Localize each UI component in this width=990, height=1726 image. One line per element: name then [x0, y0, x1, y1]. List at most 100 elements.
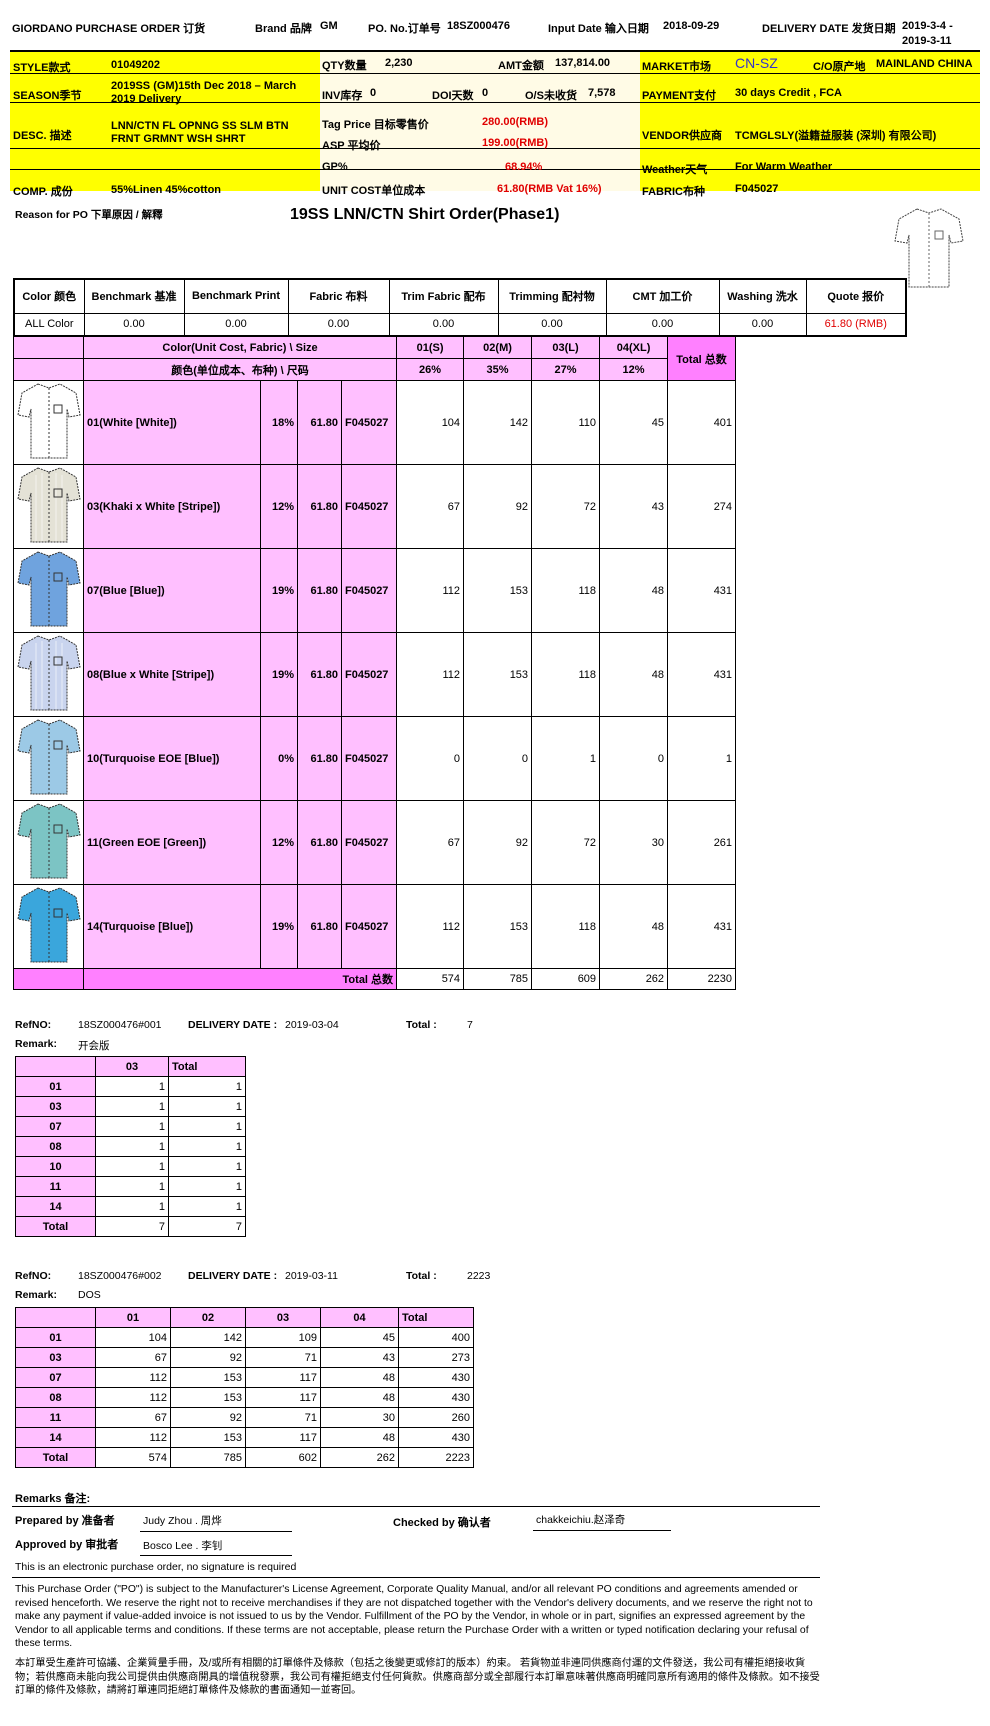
- shirt-swatch-icon: [16, 635, 81, 711]
- total-cell: 574: [396, 968, 465, 990]
- qty-cell: 0: [599, 716, 669, 801]
- cost-header: Fabric 布料: [287, 278, 390, 314]
- total-header: Total 总数: [667, 336, 737, 381]
- cost-header: Benchmark Print: [183, 278, 289, 314]
- asp-label: ASP 平均价: [322, 140, 381, 152]
- cost-cell: ALL Color: [13, 312, 85, 337]
- season-label: SEASON季节: [13, 90, 82, 102]
- shirt-swatch-icon: [16, 467, 81, 543]
- qty-cell: 117: [245, 1427, 321, 1448]
- qty-cell: 48: [320, 1387, 399, 1408]
- size-header: 02(M): [463, 336, 533, 359]
- payment-value: 30 days Credit , FCA: [735, 87, 842, 99]
- style-value: 01049202: [111, 59, 160, 71]
- qty-cell: 153: [170, 1367, 246, 1388]
- color-code: 14: [15, 1427, 96, 1448]
- remarks-label: Remarks 备注:: [15, 1493, 91, 1505]
- color-ratio: 19%: [260, 548, 298, 633]
- shirt-image-cell: [13, 884, 84, 969]
- size-ratio: 35%: [463, 358, 533, 381]
- qty-cell: 260: [398, 1407, 474, 1428]
- qty-cell: 1: [168, 1156, 246, 1177]
- color-ratio: 19%: [260, 632, 298, 717]
- qty-cell: 48: [599, 632, 669, 717]
- refno-value: 18SZ000476#002: [78, 1270, 162, 1282]
- row-total: 431: [667, 548, 737, 633]
- cost-cell: 0.00: [497, 312, 607, 337]
- table-row: 07 112 153 117 48 430: [15, 1367, 474, 1388]
- delivery-total-label: Total :: [406, 1270, 437, 1282]
- desc-label: DESC. 描述: [13, 130, 72, 142]
- fabric-code: F045027: [340, 380, 398, 465]
- comp-value: 55%Linen 45%cotton: [111, 184, 222, 196]
- cost-header: CMT 加工价: [605, 278, 720, 314]
- brand-label: Brand 品牌: [255, 23, 312, 35]
- color-code: 10: [15, 1156, 96, 1177]
- shirt-swatch-icon: [16, 551, 81, 627]
- color-header-zh: 颜色(单位成本、布种) \ 尺码: [82, 358, 398, 381]
- qty-cell: 273: [398, 1347, 474, 1368]
- table-row: 01 1 1: [15, 1076, 246, 1097]
- color-code: 03: [15, 1096, 96, 1117]
- table-row: 14 112 153 117 48 430: [15, 1427, 474, 1448]
- co-value: MAINLAND CHINA: [876, 58, 973, 70]
- table-row: 08(Blue x White [Stripe]) 19% 61.80 F045027…: [13, 632, 737, 717]
- color-code: 11: [15, 1176, 96, 1197]
- cost-cell: 0.00: [718, 312, 807, 337]
- tag-price-value: 280.00(RMB): [482, 116, 549, 128]
- delivery-header: [15, 1307, 96, 1328]
- fabric-code: F045027: [340, 884, 398, 969]
- qty-cell: 153: [463, 548, 533, 633]
- shirt-image-cell: [13, 800, 84, 885]
- gp-label: GP%: [322, 161, 348, 173]
- shirt-image-cell: [13, 464, 84, 549]
- amt-label: AMT金额: [498, 60, 544, 72]
- qty-cell: 0: [396, 716, 465, 801]
- co-label: C/O原产地: [813, 61, 866, 73]
- brand-value: GM: [320, 20, 338, 32]
- cost-cell: 61.80 (RMB): [805, 312, 907, 337]
- market-label: MARKET市场: [642, 61, 712, 73]
- po-title: GIORDANO PURCHASE ORDER 订货: [12, 23, 206, 35]
- qty-cell: 43: [599, 464, 669, 549]
- shirt-swatch-icon: [16, 887, 81, 963]
- unit-cost: 61.80: [297, 800, 342, 885]
- image-header: [13, 336, 84, 359]
- qty-cell: 109: [245, 1327, 321, 1348]
- cost-header: Color 颜色: [13, 278, 85, 314]
- qty-cell: 30: [599, 800, 669, 885]
- row-total: 431: [667, 632, 737, 717]
- color-name: 11(Green EOE [Green]): [83, 800, 261, 885]
- qty-cell: 48: [320, 1427, 399, 1448]
- qty-cell: 1: [95, 1116, 169, 1137]
- qty-cell: 574: [95, 1447, 171, 1468]
- delivery-total-value: 7: [467, 1019, 473, 1031]
- order-title: 19SS LNN/CTN Shirt Order(Phase1): [290, 206, 560, 223]
- color-code: 11: [15, 1407, 96, 1428]
- shirt-image-cell: [13, 380, 84, 465]
- color-ratio: 0%: [260, 716, 298, 801]
- table-row: 11(Green EOE [Green]) 12% 61.80 F045027 67 92…: [13, 800, 737, 885]
- qty-cell: 67: [95, 1407, 171, 1428]
- delivery-date-end: 2019-3-11: [902, 35, 952, 47]
- delivery-date-start: 2019-3-4 -: [902, 20, 953, 32]
- delivery-header: 01: [95, 1307, 171, 1328]
- qty-cell: 153: [170, 1427, 246, 1448]
- fabric-value: F045027: [735, 183, 779, 195]
- table-row: 10(Turquoise EOE [Blue]) 0% 61.80 F045027 0 0…: [13, 716, 737, 801]
- qty-cell: 104: [396, 380, 465, 465]
- image-header-blank: [13, 358, 84, 381]
- delivery-header: 03: [245, 1307, 321, 1328]
- color-code: 01: [15, 1076, 96, 1097]
- comp-label: COMP. 成份: [13, 186, 73, 198]
- qty-cell: 1: [95, 1136, 169, 1157]
- qty-cell: 67: [396, 800, 465, 885]
- color-ratio: 12%: [260, 800, 298, 885]
- qty-cell: 142: [463, 380, 533, 465]
- fabric-code: F045027: [340, 632, 398, 717]
- cost-header: Trimming 配衬物: [497, 278, 607, 314]
- table-total-row: Total 总数 574 785 609 262 2230: [13, 968, 737, 990]
- qty-cell: 112: [95, 1427, 171, 1448]
- qty-cell: 67: [95, 1347, 171, 1368]
- shirt-swatch-icon: [16, 383, 81, 459]
